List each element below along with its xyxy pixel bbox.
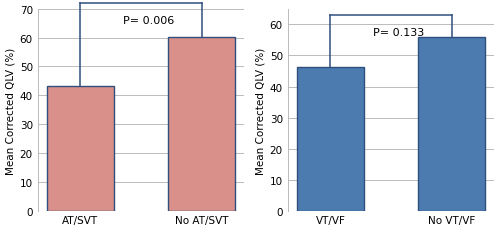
Text: P= 0.133: P= 0.133 (373, 28, 424, 38)
Y-axis label: Mean Corrected QLV (%): Mean Corrected QLV (%) (256, 47, 266, 174)
Y-axis label: Mean Corrected QLV (%): Mean Corrected QLV (%) (6, 47, 16, 174)
Bar (168, 37, 235, 211)
Bar (297, 68, 364, 211)
Bar (47, 86, 114, 211)
Text: P= 0.006: P= 0.006 (123, 16, 174, 26)
Bar (418, 37, 485, 211)
